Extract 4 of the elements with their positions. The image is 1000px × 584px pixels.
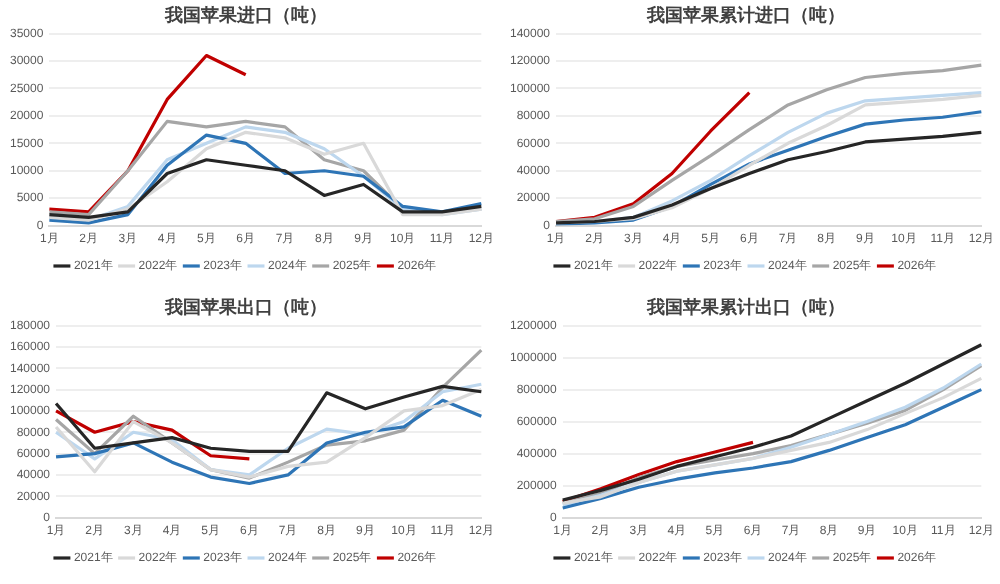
chart-title: 我国苹果累计进口（吨） — [645, 5, 845, 28]
chart-title: 我国苹果累计出口（吨） — [645, 297, 845, 320]
chart-title: 我国苹果进口（吨） — [163, 5, 327, 28]
chart-title: 我国苹果出口（吨） — [163, 297, 327, 320]
